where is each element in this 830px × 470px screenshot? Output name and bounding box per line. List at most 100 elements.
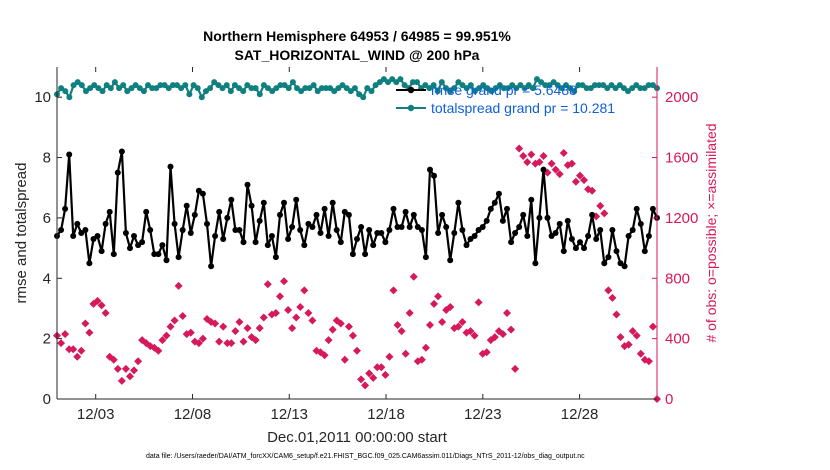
totalspread-point	[529, 85, 536, 92]
totalspread-point	[269, 88, 276, 95]
totalspread-point	[103, 82, 110, 89]
totalspread-point	[579, 82, 586, 89]
totalspread-point	[314, 88, 321, 95]
obs-assimilated-point	[519, 152, 528, 161]
obs-assimilated-point	[134, 357, 143, 366]
y-axis-left-label: rmse and totalspread	[13, 163, 30, 304]
rmse-point	[552, 230, 559, 236]
rmse-point	[127, 245, 133, 252]
obs-assimilated-point	[227, 339, 236, 348]
totalspread-point	[401, 82, 408, 89]
obs-assimilated-point	[77, 346, 86, 355]
rmse-point	[159, 242, 166, 249]
rmse-point	[645, 233, 652, 239]
rmse-point	[414, 224, 421, 230]
totalspread-point	[620, 85, 627, 92]
totalspread-point	[244, 82, 251, 89]
rmse-point	[479, 224, 486, 230]
obs-assimilated-point	[373, 363, 382, 372]
rmse-point	[459, 227, 466, 233]
totalspread-point	[70, 82, 77, 89]
totalspread-point	[484, 85, 491, 92]
totalspread-point	[219, 85, 226, 92]
totalspread-point	[583, 85, 590, 92]
totalspread-point	[380, 76, 387, 83]
totalspread-point	[124, 88, 131, 95]
obs-assimilated-point	[186, 328, 195, 337]
totalspread-point	[256, 91, 263, 98]
totalspread-point	[455, 79, 462, 86]
totalspread-point	[509, 82, 516, 89]
totalspread-point	[62, 88, 69, 95]
rmse-point	[131, 233, 137, 239]
obs-assimilated-point	[458, 318, 467, 327]
obs-assimilated-point	[336, 319, 345, 328]
obs-assimilated-point	[636, 349, 645, 358]
obs-assimilated-point	[397, 327, 406, 336]
rmse-point	[487, 205, 494, 212]
rmse-point	[621, 263, 628, 270]
rmse-point	[439, 211, 446, 218]
rmse-point	[321, 205, 328, 212]
legend-spread-marker	[407, 104, 415, 112]
obs-assimilated-point	[575, 171, 584, 180]
rmse-point	[524, 233, 531, 239]
rmse-point	[495, 190, 502, 197]
rmse-point	[447, 257, 454, 264]
obs-assimilated-point	[409, 272, 418, 281]
rmse-point	[220, 236, 227, 242]
obs-assimilated-point	[178, 312, 187, 320]
rmse-point	[167, 163, 174, 170]
rmse-point	[86, 260, 93, 267]
axes-layer: 12/03 12/08 12/13 12/18 12/23 12/28 0 2 4 6 8 10 0 40…	[34, 67, 698, 423]
totalspread-point	[393, 79, 400, 86]
totalspread-point	[327, 85, 334, 92]
obs-assimilated-point	[117, 376, 126, 385]
rmse-point	[483, 217, 490, 224]
obs-assimilated-point	[194, 339, 203, 348]
rmse-point	[143, 208, 150, 215]
rmse-point	[366, 227, 373, 233]
obs-assimilated-point	[588, 186, 597, 195]
rmse-point	[212, 233, 219, 239]
totalspread-point	[174, 82, 180, 89]
totalspread-point	[451, 85, 458, 92]
obs-assimilated-point	[81, 319, 90, 328]
totalspread-point	[343, 85, 350, 92]
obs-assimilated-point	[320, 351, 329, 360]
rmse-point	[187, 230, 194, 236]
rmse-point	[544, 214, 551, 221]
totalspread-point	[591, 82, 598, 89]
totalspread-point	[608, 82, 615, 89]
legend-rmse-marker	[407, 86, 415, 94]
rmse-point	[110, 251, 117, 258]
obs-assimilated-point	[539, 152, 548, 161]
obs-assimilated-point	[527, 150, 536, 159]
totalspread-point	[488, 88, 495, 95]
x-tick-label: 12/13	[270, 406, 308, 423]
totalspread-point	[318, 85, 325, 92]
obs-assimilated-point	[385, 352, 394, 361]
series-layer	[53, 76, 661, 403]
x-axis-label: Dec.01,2011 00:00:00 start	[267, 429, 448, 446]
obs-assimilated-point	[434, 292, 443, 301]
rmse-point	[333, 227, 340, 233]
rmse-point	[589, 211, 596, 218]
rmse-point	[410, 211, 417, 218]
rmse-point	[171, 220, 178, 227]
obs-assimilated-point	[580, 176, 589, 185]
totalspread-point	[116, 85, 123, 92]
obs-assimilated-point	[304, 308, 313, 317]
rmse-point	[191, 211, 198, 218]
rmse-point	[208, 263, 215, 270]
totalspread-point	[252, 85, 259, 92]
totalspread-point	[385, 79, 391, 86]
rmse-point	[504, 205, 510, 212]
totalspread-point	[306, 85, 313, 92]
obs-assimilated-point	[101, 308, 110, 317]
obs-assimilated-point	[430, 299, 439, 308]
rmse-point	[345, 211, 352, 218]
rmse-point	[406, 224, 413, 230]
rmse-point	[248, 202, 255, 209]
obs-assimilated-point	[454, 322, 463, 331]
